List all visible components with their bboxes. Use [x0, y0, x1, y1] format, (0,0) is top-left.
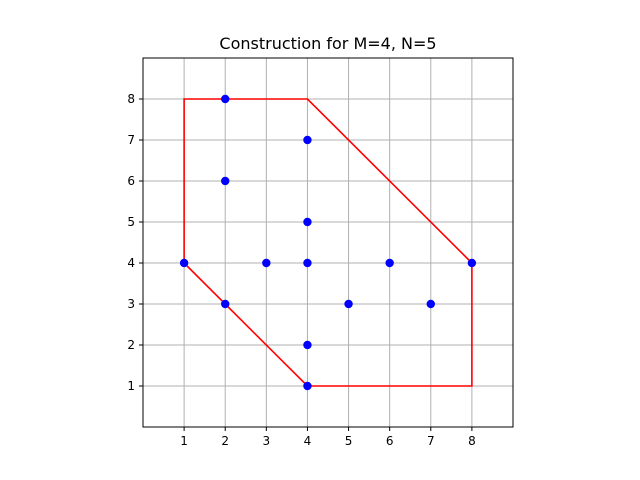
axis-ticks: 1 2 3 4 5 6 7 8 1 2 3 4 5 6 7 8: [127, 92, 475, 448]
data-point: [467, 258, 477, 268]
x-tick-label: 4: [304, 434, 312, 448]
x-tick-label: 8: [468, 434, 476, 448]
x-tick-label: 3: [263, 434, 271, 448]
data-point: [303, 135, 312, 145]
data-point: [303, 258, 312, 268]
x-tick-label: 6: [386, 434, 394, 448]
data-point: [221, 299, 230, 309]
data-point: [303, 340, 312, 350]
data-point: [303, 217, 312, 227]
y-tick-label: 6: [127, 174, 135, 188]
grid: [143, 58, 513, 427]
x-tick-label: 1: [180, 434, 188, 448]
plot-frame: [142, 57, 514, 428]
data-point: [179, 258, 189, 268]
x-tick-label: 5: [345, 434, 353, 448]
data-point: [221, 94, 230, 104]
points-layer: [179, 94, 477, 391]
x-tick-label: 7: [427, 434, 435, 448]
data-point: [303, 381, 312, 391]
y-tick-label: 8: [127, 92, 135, 106]
y-tick-label: 1: [127, 379, 135, 393]
y-tick-label: 3: [127, 297, 135, 311]
y-tick-label: 2: [127, 338, 135, 352]
y-tick-label: 7: [127, 133, 135, 147]
data-point: [262, 258, 271, 268]
data-point: [221, 176, 230, 186]
data-point: [426, 299, 435, 309]
chart-title: Construction for M=4, N=5: [219, 34, 436, 53]
y-tick-label: 5: [127, 215, 135, 229]
x-tick-label: 2: [221, 434, 229, 448]
y-tick-label: 4: [127, 256, 135, 270]
data-point: [344, 299, 353, 309]
data-point: [385, 258, 394, 268]
